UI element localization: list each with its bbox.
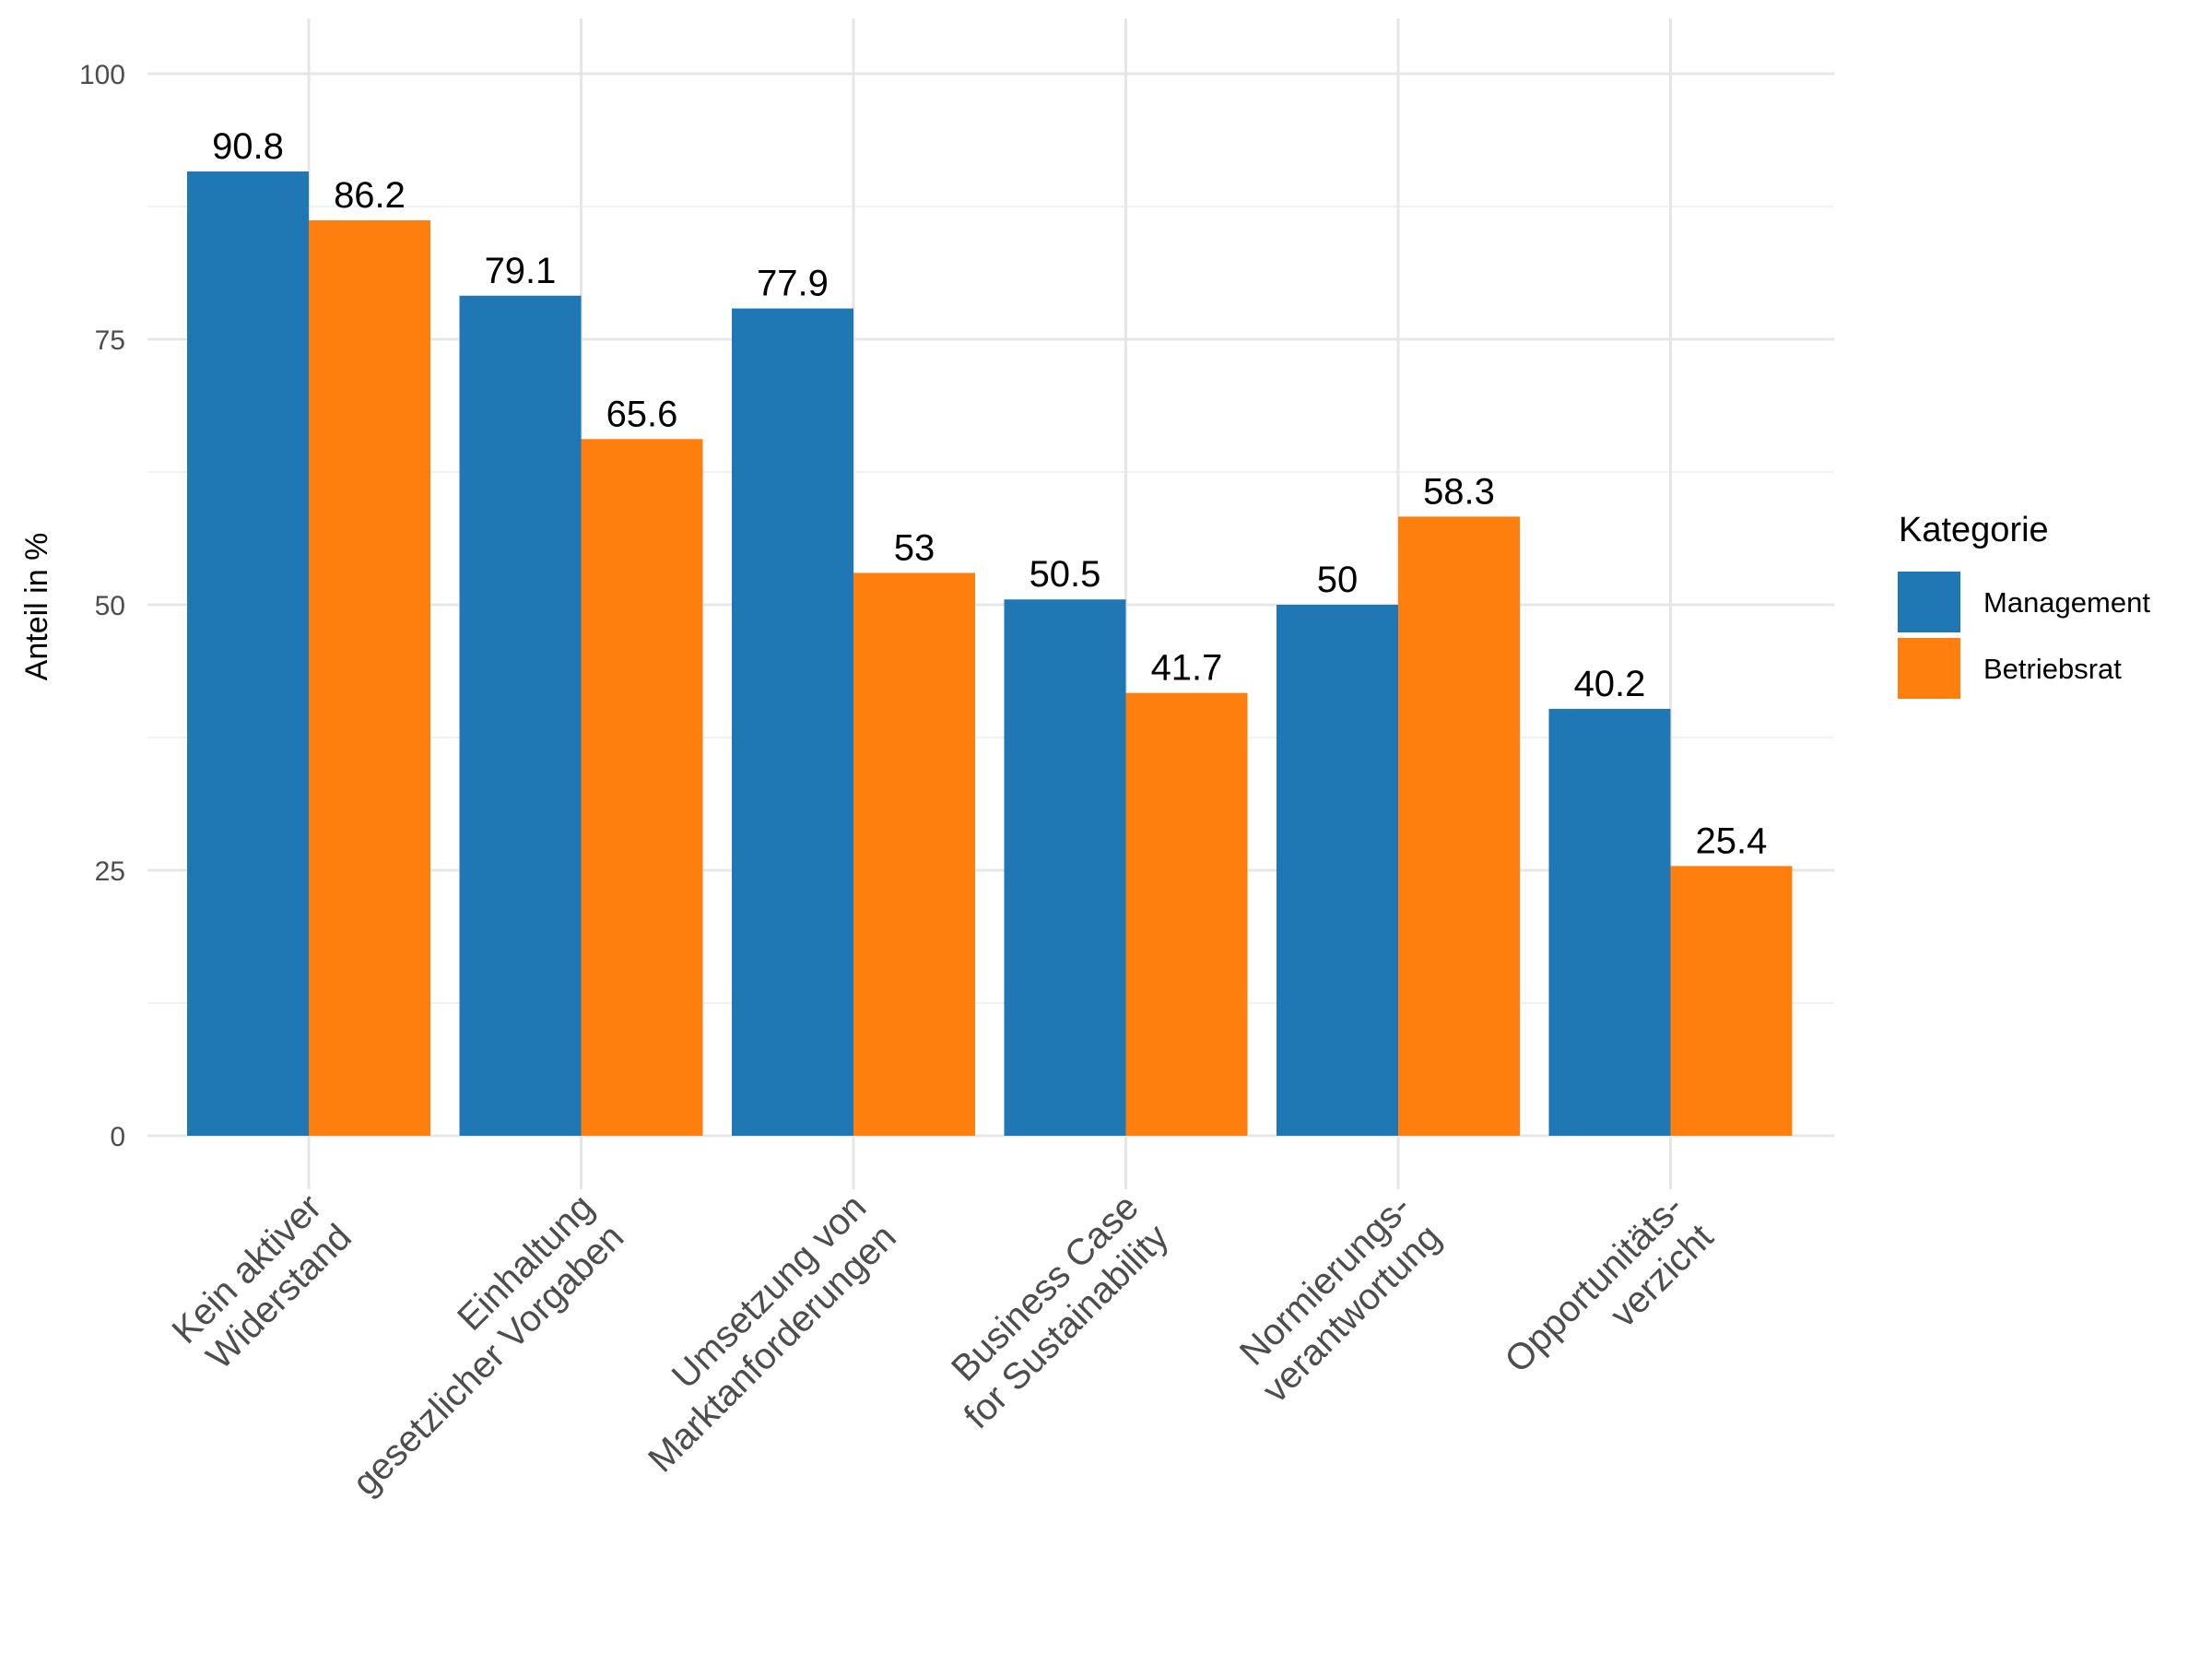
bar-management-1 — [459, 295, 582, 1136]
y-axis-title: Anteil in % — [19, 533, 54, 681]
data-label: 25.4 — [1696, 820, 1768, 861]
legend-key-betriebsrat — [1898, 638, 1960, 699]
data-labels: 90.8 79.1 77.9 50.5 50 40.2 86.2 65.6 53 41.7 58.3… — [212, 126, 1767, 861]
legend-title: Kategorie — [1899, 511, 2049, 549]
y-tick-label: 25 — [95, 856, 125, 887]
bar-betriebsrat-4 — [1398, 516, 1520, 1136]
data-label: 50.5 — [1030, 554, 1101, 595]
legend-label: Management — [1983, 586, 2150, 619]
bar-management-4 — [1277, 605, 1398, 1136]
bar-betriebsrat-1 — [581, 439, 703, 1137]
y-tick-label: 75 — [95, 325, 125, 356]
data-label: 79.1 — [485, 251, 557, 291]
legend-key-management — [1898, 572, 1960, 632]
data-label: 65.6 — [606, 394, 678, 434]
bar-betriebsrat-2 — [853, 572, 975, 1136]
bar-management-3 — [1004, 599, 1126, 1136]
bar-management-0 — [187, 171, 309, 1136]
data-label: 41.7 — [1151, 648, 1223, 689]
y-tick-label: 0 — [110, 1122, 125, 1152]
bar-management-2 — [732, 308, 853, 1136]
data-label: 50 — [1317, 560, 1359, 600]
data-label: 53 — [894, 527, 935, 568]
data-label: 90.8 — [212, 126, 284, 167]
bar-betriebsrat-5 — [1670, 866, 1793, 1136]
bars — [187, 171, 1793, 1137]
legend-label: Betriebsrat — [1983, 653, 2122, 685]
y-tick-label: 50 — [95, 591, 125, 621]
bar-management-5 — [1548, 708, 1671, 1136]
bar-betriebsrat-0 — [309, 219, 430, 1136]
data-label: 86.2 — [334, 175, 406, 216]
data-label: 58.3 — [1423, 471, 1495, 512]
data-label: 77.9 — [757, 264, 829, 304]
data-label: 40.2 — [1574, 664, 1646, 704]
y-tick-label: 100 — [79, 60, 125, 90]
legend: Kategorie Management Betriebsrat — [1898, 511, 2150, 699]
bar-betriebsrat-3 — [1125, 692, 1248, 1136]
